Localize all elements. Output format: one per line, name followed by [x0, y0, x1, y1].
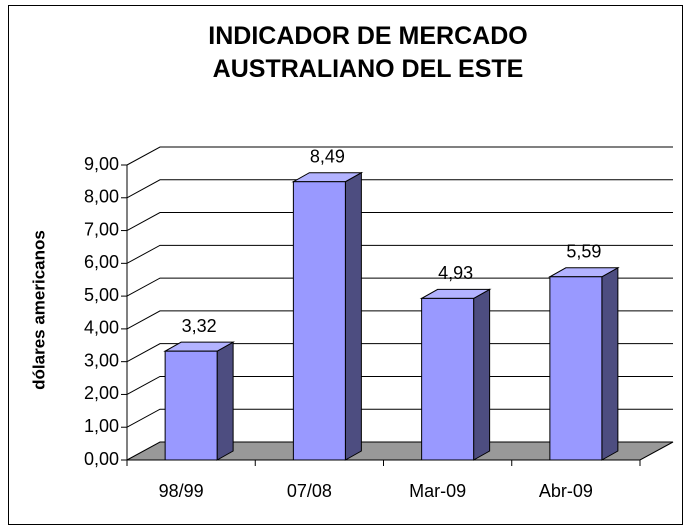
- y-tick-label: 7,00: [84, 219, 119, 239]
- y-tick-label: 4,00: [84, 318, 119, 338]
- bar: [549, 276, 603, 461]
- y-tick-label: 9,00: [84, 154, 119, 174]
- grid-line: [126, 212, 673, 231]
- y-tick-label: 6,00: [84, 252, 119, 272]
- value-label: 3,32: [182, 316, 217, 336]
- bar-side: [601, 266, 619, 461]
- x-tick-label: Mar-09: [409, 481, 466, 501]
- grid-line: [126, 408, 673, 428]
- y-tick-label: 5,00: [84, 285, 119, 305]
- grid-line: [126, 343, 673, 363]
- x-tick-label: 07/08: [287, 481, 332, 501]
- x-tick-label: Abr-09: [539, 481, 593, 501]
- bar: [292, 181, 346, 461]
- grid-line: [126, 310, 673, 330]
- grid-line: [126, 375, 673, 395]
- chart-title: INDICADOR DE MERCADO AUSTRALIANO DEL EST…: [208, 22, 528, 83]
- grid-line: [126, 277, 673, 297]
- grid-line: [126, 244, 673, 264]
- y-tick-label: 3,00: [84, 350, 119, 370]
- y-tick-label: 1,00: [84, 416, 119, 436]
- value-label: 8,49: [310, 146, 345, 166]
- bar: [164, 350, 218, 461]
- bar: [421, 297, 475, 461]
- y-tick-label: 8,00: [84, 187, 119, 207]
- value-label: 5,59: [566, 242, 601, 262]
- grid-line: [126, 146, 673, 166]
- value-label: 4,93: [438, 263, 473, 283]
- grid-line: [126, 179, 673, 199]
- bar-side: [344, 171, 362, 461]
- y-tick-label: 0,00: [84, 449, 119, 469]
- bar-side: [473, 288, 491, 461]
- y-tick-label: 2,00: [84, 383, 119, 403]
- x-tick-label: 98/99: [159, 481, 204, 501]
- bar-side: [216, 341, 234, 461]
- y-axis-label: dólares americanos: [29, 230, 48, 390]
